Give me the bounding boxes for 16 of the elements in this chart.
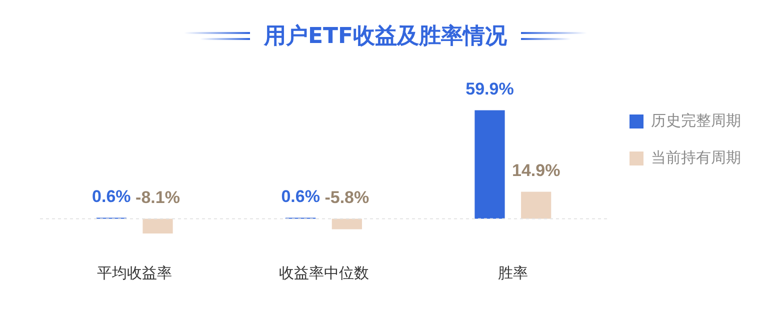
bar	[521, 192, 552, 219]
data-label: 0.6%	[92, 186, 131, 206]
x-tick-label: 平均收益率	[97, 264, 172, 282]
bar	[142, 218, 173, 234]
legend-label: 当前持有周期	[651, 148, 741, 166]
x-tick-label: 收益率中位数	[278, 264, 369, 282]
data-label: -5.8%	[324, 188, 370, 207]
chart-title: 用户ETF收益及胜率情况	[264, 22, 508, 51]
data-label: 59.9%	[466, 79, 514, 98]
bar	[332, 218, 362, 230]
legend-label: 历史完整周期	[651, 111, 741, 130]
bar	[474, 110, 505, 219]
data-label: -8.1%	[136, 188, 180, 207]
data-label: 14.9%	[512, 160, 560, 180]
data-label: 0.6%	[281, 186, 320, 206]
x-tick-label: 胜率	[498, 264, 528, 282]
